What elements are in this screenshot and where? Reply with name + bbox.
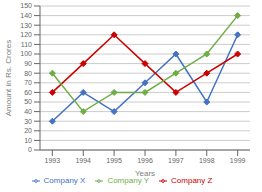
svg-text:1996: 1996 bbox=[137, 157, 153, 164]
svg-text:1999: 1999 bbox=[230, 157, 246, 164]
svg-text:100: 100 bbox=[20, 50, 32, 57]
svg-text:50: 50 bbox=[24, 98, 32, 105]
svg-text:10: 10 bbox=[24, 137, 32, 144]
svg-text:70: 70 bbox=[24, 79, 32, 86]
svg-text:150: 150 bbox=[20, 2, 32, 9]
svg-text:1995: 1995 bbox=[106, 157, 122, 164]
svg-text:130: 130 bbox=[20, 22, 32, 29]
html-text:Company X: Company X bbox=[43, 176, 86, 185]
svg-text:1998: 1998 bbox=[199, 157, 215, 164]
svg-text:1994: 1994 bbox=[75, 157, 91, 164]
svg-text:90: 90 bbox=[24, 60, 32, 67]
svg-text:0: 0 bbox=[28, 146, 32, 153]
svg-text:140: 140 bbox=[20, 12, 32, 19]
svg-text:80: 80 bbox=[24, 70, 32, 77]
svg-text:1997: 1997 bbox=[168, 157, 184, 164]
svg-text:110: 110 bbox=[21, 41, 32, 48]
svg-text:40: 40 bbox=[24, 108, 32, 115]
html-text:Company Z: Company Z bbox=[171, 176, 213, 185]
svg-text:120: 120 bbox=[20, 31, 32, 38]
svg-text:Amount in Rs. Crores: Amount in Rs. Crores bbox=[8, 40, 13, 116]
svg-text:30: 30 bbox=[24, 118, 32, 125]
svg-text:20: 20 bbox=[24, 127, 32, 134]
svg-text:60: 60 bbox=[24, 89, 32, 96]
html-text:Company Y: Company Y bbox=[107, 176, 149, 185]
svg-text:1993: 1993 bbox=[45, 157, 61, 164]
svg-text:Years: Years bbox=[135, 169, 155, 178]
